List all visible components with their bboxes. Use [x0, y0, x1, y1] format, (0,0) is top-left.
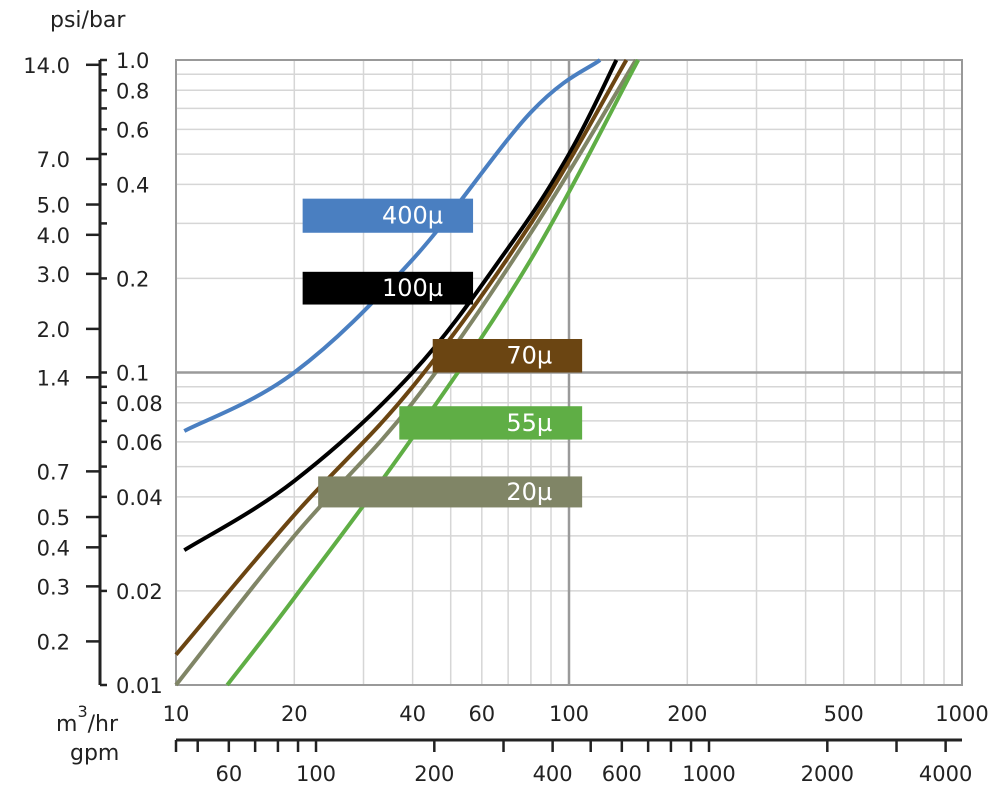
x-tick-label-gpm-600: 600	[602, 762, 642, 786]
x-tick-label-gpm-4000: 4000	[919, 762, 972, 786]
series-line-20	[174, 58, 638, 687]
series-line-70	[174, 58, 629, 656]
y-tick-label-psi-3-0: 3.0	[37, 263, 70, 287]
series-label-box-20	[318, 476, 583, 508]
y-tick-label-psi-0-3: 0.3	[37, 575, 70, 599]
y-tick-label-bar-0-8: 0.8	[116, 79, 149, 103]
series-label-100: 100µ	[382, 274, 443, 302]
x-tick-label-m3hr-1000: 1000	[935, 702, 988, 726]
y-tick-label-bar-0-6: 0.6	[116, 118, 149, 142]
y-tick-label-bar-0-2: 0.2	[116, 267, 149, 291]
x-units-m: m	[56, 712, 77, 737]
x-axis-gpm: 60 100 200 400 600 1000 2000 4000	[174, 738, 972, 786]
x-tick-label-m3hr-20: 20	[281, 702, 308, 726]
series-labels: 400µ 100µ 70µ 55µ 20µ	[302, 198, 583, 508]
series-label-box-400	[302, 198, 474, 233]
y-tick-label-psi-0-4: 0.4	[37, 536, 70, 560]
x-tick-label-gpm-200: 200	[414, 762, 454, 786]
y-tick-label-psi-14-0: 14.0	[23, 54, 70, 78]
y-units-label: psi/bar	[50, 8, 126, 33]
x-units-sup: 3	[77, 702, 87, 721]
y-tick-label-psi-0-2: 0.2	[37, 630, 70, 654]
series-label-55: 55µ	[506, 409, 552, 437]
series-label-70: 70µ	[506, 342, 552, 370]
y-tick-label-bar-1-0: 1.0	[116, 49, 149, 73]
x-tick-label-gpm-2000: 2000	[801, 762, 854, 786]
series-line-400	[183, 58, 602, 433]
y-tick-label-bar-0-4: 0.4	[116, 173, 149, 197]
x-units-label-gpm: gpm	[70, 741, 119, 766]
y-tick-label-bar-0-01: 0.01	[116, 674, 163, 698]
y-tick-label-bar-0-02: 0.02	[116, 580, 163, 604]
plot-frame	[175, 59, 963, 686]
y-tick-label-bar-0-08: 0.08	[116, 392, 163, 416]
x-tick-label-m3hr-100: 100	[549, 702, 589, 726]
x-tick-label-m3hr-500: 500	[824, 702, 864, 726]
y-tick-label-psi-4-0: 4.0	[37, 224, 70, 248]
series-line-100	[183, 59, 619, 552]
y-tick-label-psi-5-0: 5.0	[37, 194, 70, 218]
x-tick-label-gpm-400: 400	[533, 762, 573, 786]
x-tick-label-m3hr-10: 10	[163, 702, 190, 726]
x-tick-label-m3hr-40: 40	[399, 702, 426, 726]
series-label-400: 400µ	[382, 202, 443, 230]
series-label-box-100	[302, 271, 474, 305]
x-tick-label-m3hr-200: 200	[667, 702, 707, 726]
y-tick-label-bar-0-04: 0.04	[116, 486, 163, 510]
y-tick-label-psi-0-7: 0.7	[37, 460, 70, 484]
x-tick-label-gpm-1000: 1000	[682, 762, 735, 786]
x-tick-label-gpm-60: 60	[215, 762, 242, 786]
x-tick-label-m3hr-60: 60	[468, 702, 495, 726]
x-tick-label-gpm-100: 100	[296, 762, 336, 786]
y-tick-label-bar-0-1: 0.1	[116, 362, 149, 386]
x-axis-m3hr: 10 20 40 60 100 200 500 1000	[163, 702, 989, 726]
y-axis: 1.0 0.8 0.6 0.4 0.2 0.1 0.08 0.06 0.04 0.02 0.01 14…	[23, 49, 163, 698]
y-tick-label-psi-2-0: 2.0	[37, 318, 70, 342]
series-label-20: 20µ	[506, 478, 552, 506]
x-units-rest: /hr	[88, 712, 119, 737]
y-tick-label-psi-1-4: 1.4	[37, 366, 70, 390]
series-label-box-70	[432, 338, 583, 373]
y-tick-label-psi-0-5: 0.5	[37, 506, 70, 530]
x-units-label-m3hr: m3/hr	[56, 702, 119, 737]
series-label-box-55	[399, 406, 583, 440]
y-tick-label-bar-0-06: 0.06	[116, 431, 163, 455]
y-tick-label-psi-7-0: 7.0	[37, 148, 70, 172]
